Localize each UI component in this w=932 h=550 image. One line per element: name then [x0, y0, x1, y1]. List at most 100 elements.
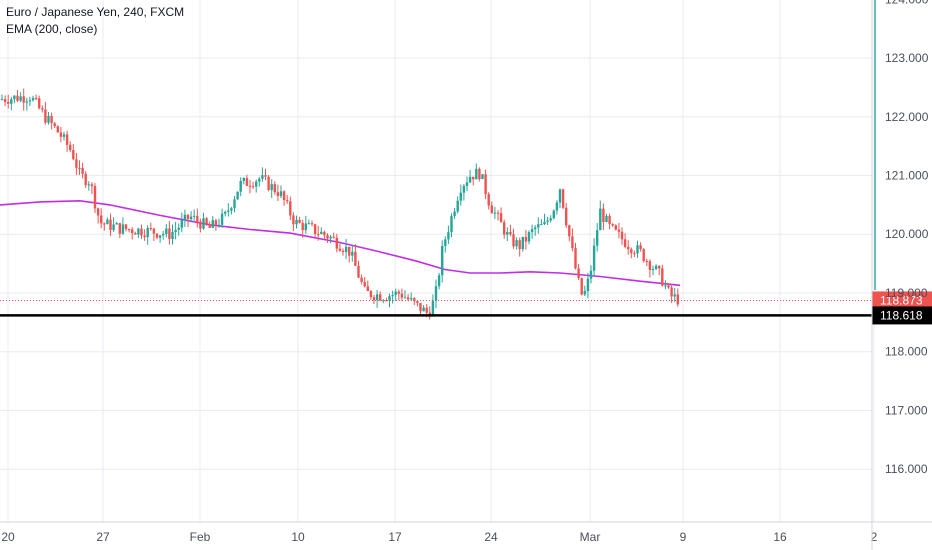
- candle-body: [503, 222, 506, 235]
- candle-body: [255, 181, 258, 187]
- candle-body: [320, 231, 323, 234]
- candle-body: [605, 215, 608, 222]
- candle-body: [558, 189, 562, 203]
- candle-body: [475, 168, 478, 180]
- candle-body: [50, 115, 53, 124]
- candle-body: [577, 268, 580, 279]
- candle-body: [391, 294, 394, 297]
- candle-body: [69, 144, 72, 150]
- candle-body: [441, 246, 444, 276]
- y-tick-label: 123.000: [885, 51, 929, 65]
- y-tick-label: 120.000: [885, 227, 929, 241]
- candle-body: [155, 233, 159, 238]
- candle-body: [406, 297, 410, 300]
- x-tick-label: Mar: [580, 530, 601, 544]
- candle-body: [611, 223, 614, 226]
- candle-body: [425, 307, 428, 313]
- candle-body: [437, 275, 441, 287]
- candle-body: [459, 192, 462, 201]
- chart-legend: Euro / Japanese Yen, 240, FXCM EMA (200,…: [6, 4, 184, 38]
- candle-body: [189, 216, 193, 220]
- candle-body: [648, 261, 652, 270]
- candle-body: [388, 296, 391, 301]
- candle-body: [298, 219, 301, 223]
- candle-body: [301, 222, 304, 231]
- candle-body: [614, 225, 617, 230]
- candle-body: [543, 221, 546, 225]
- x-tick-label: Feb: [190, 530, 211, 544]
- candle-body: [81, 167, 84, 174]
- candle-body: [273, 184, 276, 193]
- candle-body: [251, 186, 255, 188]
- candle-body: [279, 191, 283, 196]
- candle-body: [233, 199, 236, 209]
- candle-body: [326, 235, 329, 239]
- candle-body: [397, 291, 400, 294]
- candle-body: [589, 270, 593, 279]
- candle-body: [654, 265, 658, 269]
- ema-line: [0, 199, 681, 287]
- candle-body: [602, 208, 605, 222]
- x-tick-label: 16: [773, 530, 787, 544]
- candle-body: [472, 176, 475, 180]
- candle-body: [16, 95, 19, 101]
- candle-body: [586, 278, 590, 292]
- candle-body: [565, 207, 568, 226]
- candle-body: [667, 285, 670, 288]
- x-tick-label: 9: [680, 530, 687, 544]
- candle-body: [236, 191, 239, 200]
- x-tick-label: 10: [291, 530, 305, 544]
- candle-body: [335, 237, 338, 249]
- candle-body: [162, 234, 165, 236]
- candle-body: [100, 215, 103, 224]
- candle-body: [261, 175, 264, 179]
- candle-body: [239, 180, 242, 192]
- candle-body: [165, 228, 168, 235]
- candle-body: [465, 182, 469, 186]
- candle-body: [196, 215, 199, 222]
- candle-body: [534, 227, 537, 230]
- candle-body: [258, 178, 261, 182]
- candle-body: [224, 211, 227, 214]
- y-tick-label: 118.000: [885, 345, 928, 359]
- candle-body: [670, 287, 673, 297]
- candle-body: [620, 231, 624, 240]
- candle-body: [382, 300, 385, 302]
- candle-body: [158, 235, 162, 238]
- candle-body: [310, 223, 314, 225]
- candle-body: [540, 224, 543, 226]
- candle-body: [152, 228, 156, 234]
- candle-body: [112, 224, 115, 231]
- indicator-title[interactable]: EMA (200, close): [6, 22, 98, 36]
- candle-body: [512, 234, 515, 247]
- candle-body: [220, 213, 224, 225]
- candle-body: [121, 224, 125, 234]
- candle-body: [413, 298, 416, 302]
- candle-body: [146, 227, 149, 238]
- candle-body: [205, 218, 208, 225]
- candle-body: [118, 223, 121, 234]
- symbol-title[interactable]: Euro / Japanese Yen, 240, FXCM: [6, 5, 185, 19]
- candle-body: [292, 215, 295, 225]
- x-tick-label: 27: [96, 530, 110, 544]
- candles: [0, 88, 679, 320]
- candle-body: [270, 184, 273, 191]
- candle-body: [267, 176, 270, 191]
- candle-body: [661, 268, 664, 286]
- candle-body: [174, 229, 177, 233]
- candle-body: [419, 303, 422, 312]
- candle-body: [31, 98, 35, 101]
- candle-body: [341, 250, 345, 253]
- candle-body: [546, 220, 549, 222]
- candle-body: [304, 223, 307, 231]
- support-price-label: 118.618: [880, 308, 923, 322]
- candle-body: [56, 126, 59, 133]
- candle-body: [19, 96, 22, 101]
- candle-body: [515, 240, 518, 247]
- candle-body: [490, 205, 493, 214]
- candle-body: [524, 236, 528, 242]
- candle-body: [453, 211, 456, 217]
- candle-body: [115, 223, 118, 225]
- candle-body: [109, 219, 112, 231]
